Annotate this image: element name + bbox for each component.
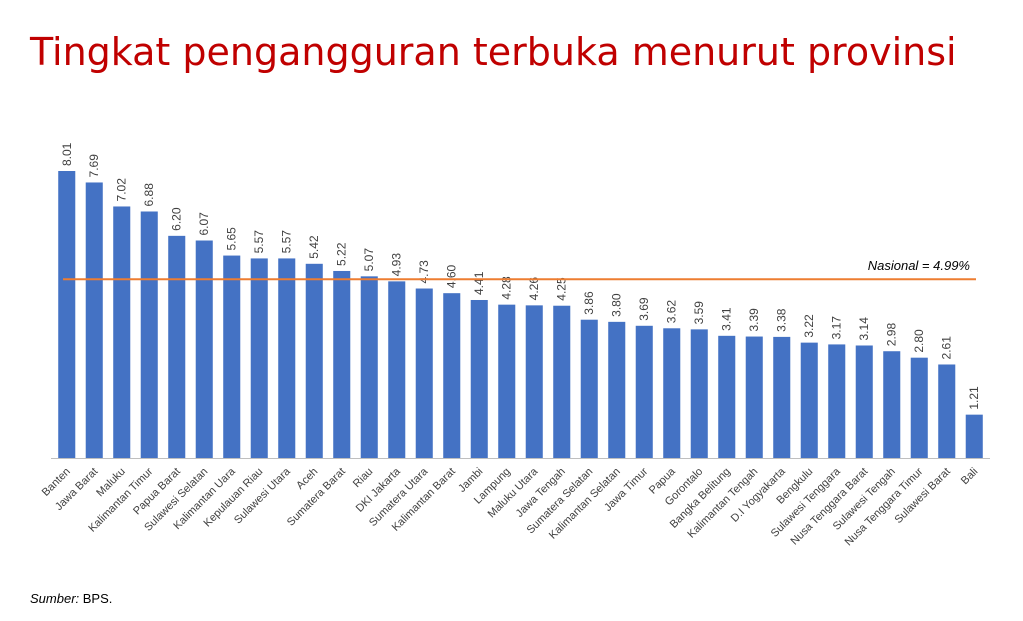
source-label: Sumber: <box>30 591 80 606</box>
national-reference-label: Nasional = 4.99% <box>868 258 970 273</box>
bar <box>360 276 378 458</box>
value-label: 3.59 <box>692 301 706 325</box>
bars-group <box>58 171 983 458</box>
bar <box>415 288 433 458</box>
value-label: 6.20 <box>170 207 184 231</box>
bar <box>718 335 736 458</box>
bar <box>773 336 791 458</box>
value-label: 5.65 <box>225 227 239 251</box>
bar <box>938 364 956 458</box>
value-label: 3.17 <box>830 316 844 340</box>
value-label: 6.88 <box>142 183 156 207</box>
value-label: 2.98 <box>885 323 899 347</box>
bar <box>883 351 901 458</box>
bar <box>140 211 158 458</box>
value-label: 4.60 <box>445 264 459 288</box>
value-label: 5.22 <box>335 242 349 266</box>
value-label: 3.62 <box>665 300 679 324</box>
bar <box>965 414 983 458</box>
bar <box>663 328 681 458</box>
value-label: 3.80 <box>610 293 624 317</box>
value-label: 4.26 <box>527 277 541 301</box>
value-label: 4.28 <box>500 276 514 300</box>
source-text: BPS. <box>79 591 113 606</box>
bar <box>498 304 516 458</box>
value-label: 4.93 <box>390 253 404 277</box>
bar <box>745 336 763 458</box>
category-label: Riau <box>351 466 375 490</box>
bar <box>443 293 461 458</box>
value-label: 5.57 <box>280 230 294 254</box>
chart-title: Tingkat pengangguran terbuka menurut pro… <box>30 30 957 74</box>
bar <box>250 258 268 458</box>
bar <box>223 255 241 458</box>
value-label: 3.38 <box>775 308 789 332</box>
value-label: 4.73 <box>417 260 431 284</box>
value-label: 5.57 <box>252 230 266 254</box>
bar <box>195 240 213 458</box>
bar <box>690 329 708 458</box>
value-label: 3.86 <box>582 291 596 315</box>
value-label: 6.07 <box>197 212 211 236</box>
bar <box>333 270 351 458</box>
value-label: 3.69 <box>637 297 651 321</box>
bar <box>470 299 488 458</box>
bar <box>800 342 818 458</box>
bar <box>305 263 323 458</box>
bar <box>608 321 626 458</box>
value-label: 3.41 <box>720 307 734 331</box>
value-label: 5.07 <box>362 248 376 272</box>
bar <box>388 281 406 458</box>
value-label: 4.25 <box>555 277 569 301</box>
bar <box>635 325 653 458</box>
value-labels-group: 8.01 7.69 7.02 6.88 6.20 6.07 5.65 5.57 5.57 5.42… <box>60 142 982 409</box>
value-label: 8.01 <box>60 142 74 166</box>
value-label: 7.69 <box>87 154 101 178</box>
bar <box>278 258 296 458</box>
source-note: Sumber: BPS. <box>30 591 112 606</box>
value-label: 2.61 <box>940 336 954 360</box>
value-label: 7.02 <box>115 178 129 202</box>
value-label: 3.22 <box>802 314 816 338</box>
bar <box>855 345 873 458</box>
bar <box>910 357 928 458</box>
value-label: 3.39 <box>747 308 761 332</box>
category-label: Bali <box>959 466 980 487</box>
bar <box>168 235 186 458</box>
bar <box>828 344 846 458</box>
bar <box>580 319 598 458</box>
bar <box>58 171 76 458</box>
bar <box>553 305 571 458</box>
bar <box>113 206 131 458</box>
value-label: 2.80 <box>912 329 926 353</box>
value-label: 5.42 <box>307 235 321 259</box>
value-label: 4.41 <box>472 271 486 295</box>
value-label: 3.14 <box>857 317 871 341</box>
bar <box>85 182 103 458</box>
value-label: 1.21 <box>967 386 981 410</box>
bar <box>525 305 543 458</box>
